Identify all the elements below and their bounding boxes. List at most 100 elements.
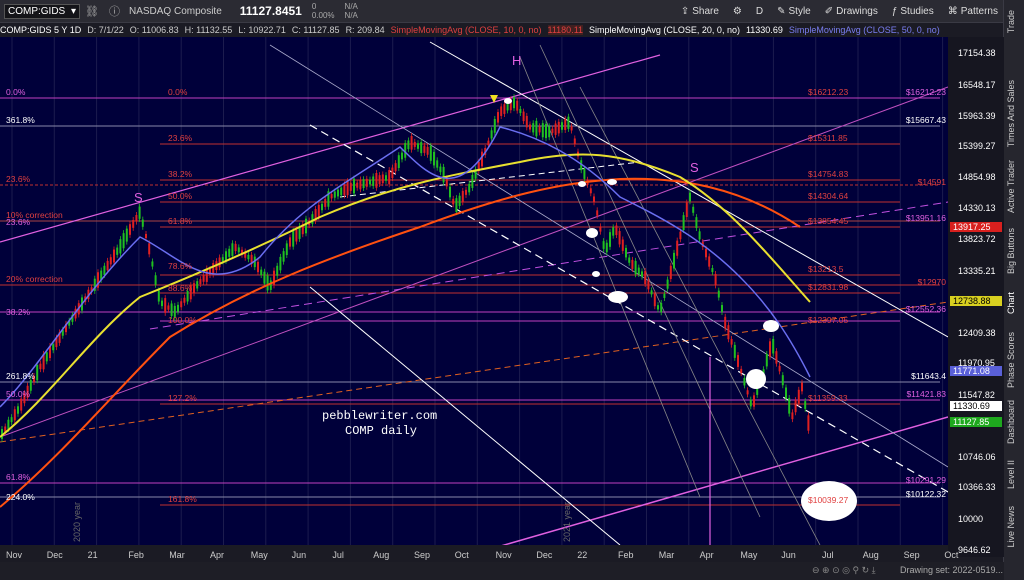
fib-left-label: 61.8% (6, 472, 31, 482)
candle (717, 290, 720, 298)
time-axis-label: Apr (699, 550, 714, 560)
fib-left-label: 10% correction (6, 210, 63, 220)
candle (305, 218, 307, 234)
sidebar-item-trade[interactable]: Trade (1006, 10, 1016, 34)
candle (762, 369, 765, 374)
style-button[interactable]: ✎ Style (777, 5, 811, 17)
sidebar-item-active-trader[interactable]: Active Trader (1006, 160, 1016, 214)
price-tag: 11330.69 (950, 401, 1002, 411)
candle (637, 267, 640, 275)
sidebar-item-chart[interactable]: Chart (1006, 292, 1016, 315)
sidebar-item-times-and-sales[interactable]: Times And Sales (1006, 80, 1016, 148)
candle (369, 179, 371, 185)
time-axis-label: Aug (373, 550, 390, 560)
settings-button[interactable]: ⚙ (733, 6, 742, 17)
fib-right-label: $13213.5 (808, 264, 844, 274)
time-axis-label: Sep (414, 550, 431, 560)
candle (103, 265, 106, 276)
candle (61, 329, 64, 336)
candle (765, 353, 768, 367)
candle (10, 417, 13, 423)
candle (247, 254, 250, 260)
candle (74, 308, 77, 319)
candle (269, 280, 272, 290)
fib-far-label: $12552.36 (906, 304, 946, 314)
fib-right-label: $13854.45 (808, 216, 848, 226)
watermark-title: COMP daily (345, 424, 417, 438)
style-icon: ✎ (777, 5, 786, 17)
candle (525, 115, 528, 128)
candle (324, 199, 327, 207)
sidebar-item-big-buttons[interactable]: Big Buttons (1006, 228, 1016, 275)
candle (442, 166, 445, 183)
candle (669, 265, 672, 279)
left-shoulder-label: S (134, 190, 143, 205)
candle (58, 332, 61, 343)
candle (737, 355, 739, 367)
fib-mid-label: 38.2% (168, 169, 193, 179)
candle (225, 251, 227, 261)
candle (394, 163, 397, 172)
candle (193, 283, 195, 294)
fib-right-label: $15311.85 (808, 133, 848, 143)
studies-button[interactable]: ƒ Studies (891, 5, 934, 17)
candle (724, 316, 727, 329)
sidebar-item-live-news[interactable]: Live News (1006, 506, 1016, 548)
dropdown-icon[interactable]: ▾ (70, 5, 76, 17)
sidebar-item-level-ii[interactable]: Level II (1006, 460, 1016, 490)
fib-left-label: 23.6% (6, 217, 31, 227)
candle (429, 145, 432, 161)
time-axis-label: 22 (577, 550, 588, 560)
time-axis-label: Jul (822, 550, 834, 560)
candle (676, 240, 679, 256)
time-axis-label: Sep (903, 550, 920, 560)
candle (119, 239, 122, 254)
candle (657, 305, 659, 310)
time-axis-label: Oct (944, 550, 959, 560)
candle (90, 287, 93, 292)
candle (401, 152, 403, 160)
candle (436, 160, 439, 168)
chart-area[interactable]: H S S pebblewriter.com COMP daily 2020 y… (0, 37, 986, 553)
drawing-set-label[interactable]: Drawing set: 2022-0519... (900, 565, 1004, 575)
symbol-input[interactable]: COMP:GIDS ▾ (4, 3, 80, 19)
candle (532, 123, 535, 133)
candle (260, 269, 263, 276)
candle (180, 301, 183, 308)
candle (753, 395, 755, 407)
candle (541, 123, 544, 138)
sidebar-item-dashboard[interactable]: Dashboard (1006, 400, 1016, 445)
trend-channels (0, 41, 949, 553)
time-axis-label: May (740, 550, 758, 560)
candle (71, 314, 74, 322)
candle (497, 112, 499, 123)
candle (471, 174, 474, 188)
candle (279, 256, 282, 271)
candle (385, 175, 387, 181)
fib-far-label: $14591 (918, 177, 947, 187)
fib-right-label: $14304.64 (808, 191, 848, 201)
candle (756, 387, 759, 395)
time-axis-label: Mar (169, 550, 185, 560)
share-button[interactable]: ⇪ Share (680, 5, 719, 17)
candle (554, 123, 557, 135)
sidebar-item-phase-scores[interactable]: Phase Scores (1006, 332, 1016, 389)
time-axis-label: Oct (454, 550, 469, 560)
link-icon[interactable]: ⛓ (85, 5, 99, 18)
candle (778, 365, 781, 372)
fib-left-label: 361.8% (6, 115, 35, 125)
candle (154, 275, 157, 285)
info-icon[interactable]: ⓘ (108, 6, 120, 18)
drawings-button[interactable]: ✐ Drawings (824, 5, 878, 17)
candle (631, 259, 634, 269)
drawings-icon: ✐ (824, 5, 834, 17)
fib-right-label: $14754.83 (808, 169, 848, 179)
top-toolbar: COMP:GIDS ▾ ⛓ ⓘ NASDAQ Composite 11127.84… (0, 0, 1004, 23)
interval-button[interactable]: D (755, 5, 764, 17)
arrow-down-icon (490, 95, 498, 103)
patterns-button[interactable]: ⌘ Patterns (947, 5, 998, 17)
study-info-bar: COMP:GIDS 5 Y 1D D: 7/1/22 O: 11006.83 H… (0, 25, 940, 35)
bottom-tools[interactable]: ⊖ ⊕ ⊙ ◎ ⚲ ↻ ⤓ (812, 565, 876, 575)
candle (231, 243, 234, 256)
candle (730, 338, 733, 345)
